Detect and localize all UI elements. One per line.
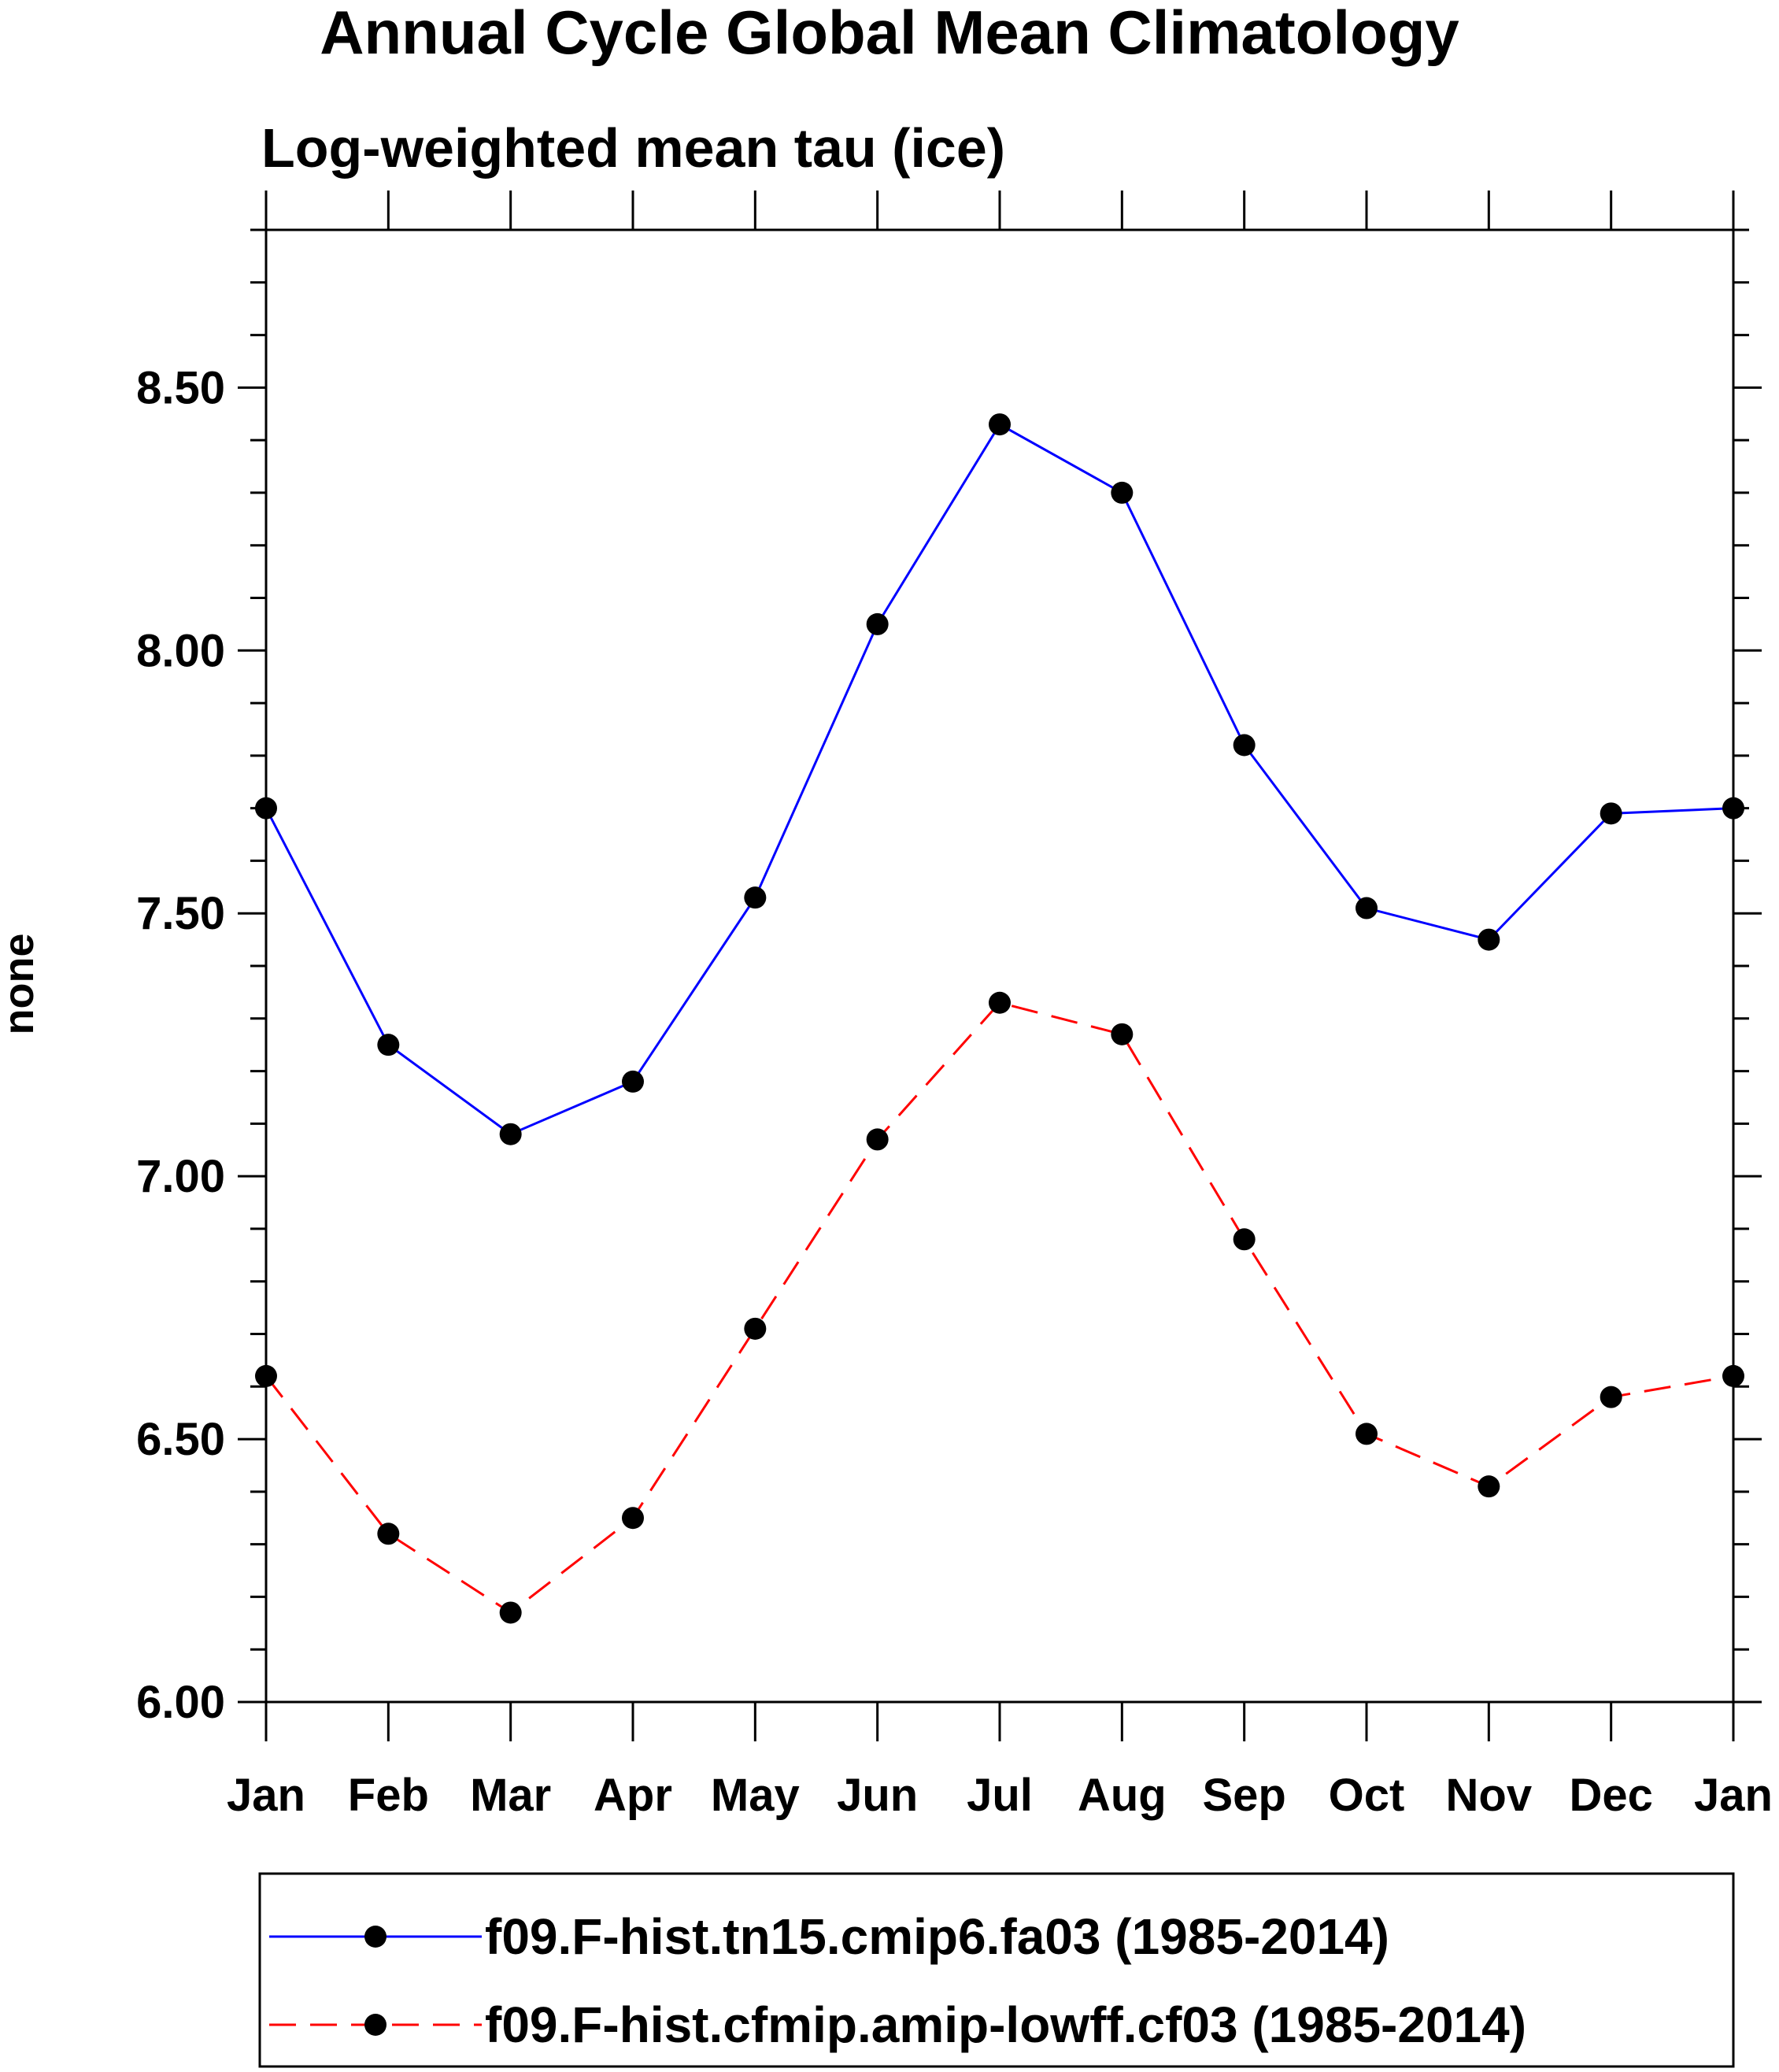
y-axis-label: none [0,934,43,1035]
series-line-2 [264,1001,1734,1615]
series-2-point [255,1364,277,1387]
series-1-point [622,1070,644,1093]
series-2-point [622,1507,644,1530]
x-tick-label: May [711,1770,800,1821]
legend-label-1: f09.F-hist.tn15.cmip6.fa03 (1985-2014) [485,1908,1389,1965]
y-tick-label: 8.00 [136,625,225,676]
x-tick-label: Jan [227,1770,305,1821]
x-tick-label: Mar [470,1770,551,1821]
series-1-point [255,797,277,820]
series-2-point [1600,1386,1622,1408]
series-2-point [1233,1228,1256,1251]
legend-marker-2 [364,2014,386,2036]
series-1-point [377,1034,400,1056]
series-2-point [1111,1023,1134,1045]
series-1-point [866,612,889,635]
series-1-point [1356,897,1378,919]
y-tick-label: 7.00 [136,1151,225,1202]
x-tick-label: Apr [594,1770,672,1821]
series-1-point [1600,802,1622,825]
chart-title: Annual Cycle Global Mean Climatology [320,0,1459,67]
legend-marker-1 [364,1926,386,1948]
y-tick-label: 6.00 [136,1677,225,1728]
series-1-point [989,413,1011,436]
series-2-point [989,991,1011,1014]
legend: f09.F-hist.tn15.cmip6.fa03 (1985-2014) f0… [258,1872,1735,2068]
chart-subtitle: Log-weighted mean tau (ice) [261,117,1005,179]
series-2-point [1478,1475,1500,1498]
plot-frame [264,228,1735,1704]
series-2-point [866,1128,889,1151]
series-line-1 [264,423,1734,1136]
series-2-point [499,1601,522,1624]
x-tick-label: Dec [1569,1770,1652,1821]
series-2-point [1722,1364,1744,1387]
plot-area: 6.00 6.50 7.00 7.50 8.00 8.50 Jan Feb Mar Apr May J… [136,191,1773,1821]
series-2-point [1356,1423,1378,1445]
legend-label-2: f09.F-hist.cfmip.amip-lowff.cf03 (1985-2… [485,1996,1526,2053]
series-2-point [744,1317,767,1340]
x-tick-label: Jan [1694,1770,1773,1821]
x-tick-label: Jul [967,1770,1033,1821]
y-tick-label: 8.50 [136,362,225,413]
x-tick-label: Nov [1446,1770,1533,1821]
x-tick-label: Jun [837,1770,918,1821]
x-tick-label: Aug [1078,1770,1167,1821]
x-tick-label: Oct [1329,1770,1405,1821]
series-1-point [1722,797,1744,820]
series-2-point [377,1523,400,1545]
series-1-point [744,886,767,909]
legend-box [258,1872,1735,2068]
x-tick-label: Feb [348,1770,429,1821]
y-tick-label: 6.50 [136,1414,225,1465]
y-tick-label: 7.50 [136,888,225,939]
series-1-point [1233,734,1256,757]
x-tick-label: Sep [1202,1770,1285,1821]
series-1-point [1478,928,1500,951]
series-1-point [499,1123,522,1145]
series-1-point [1111,481,1134,504]
